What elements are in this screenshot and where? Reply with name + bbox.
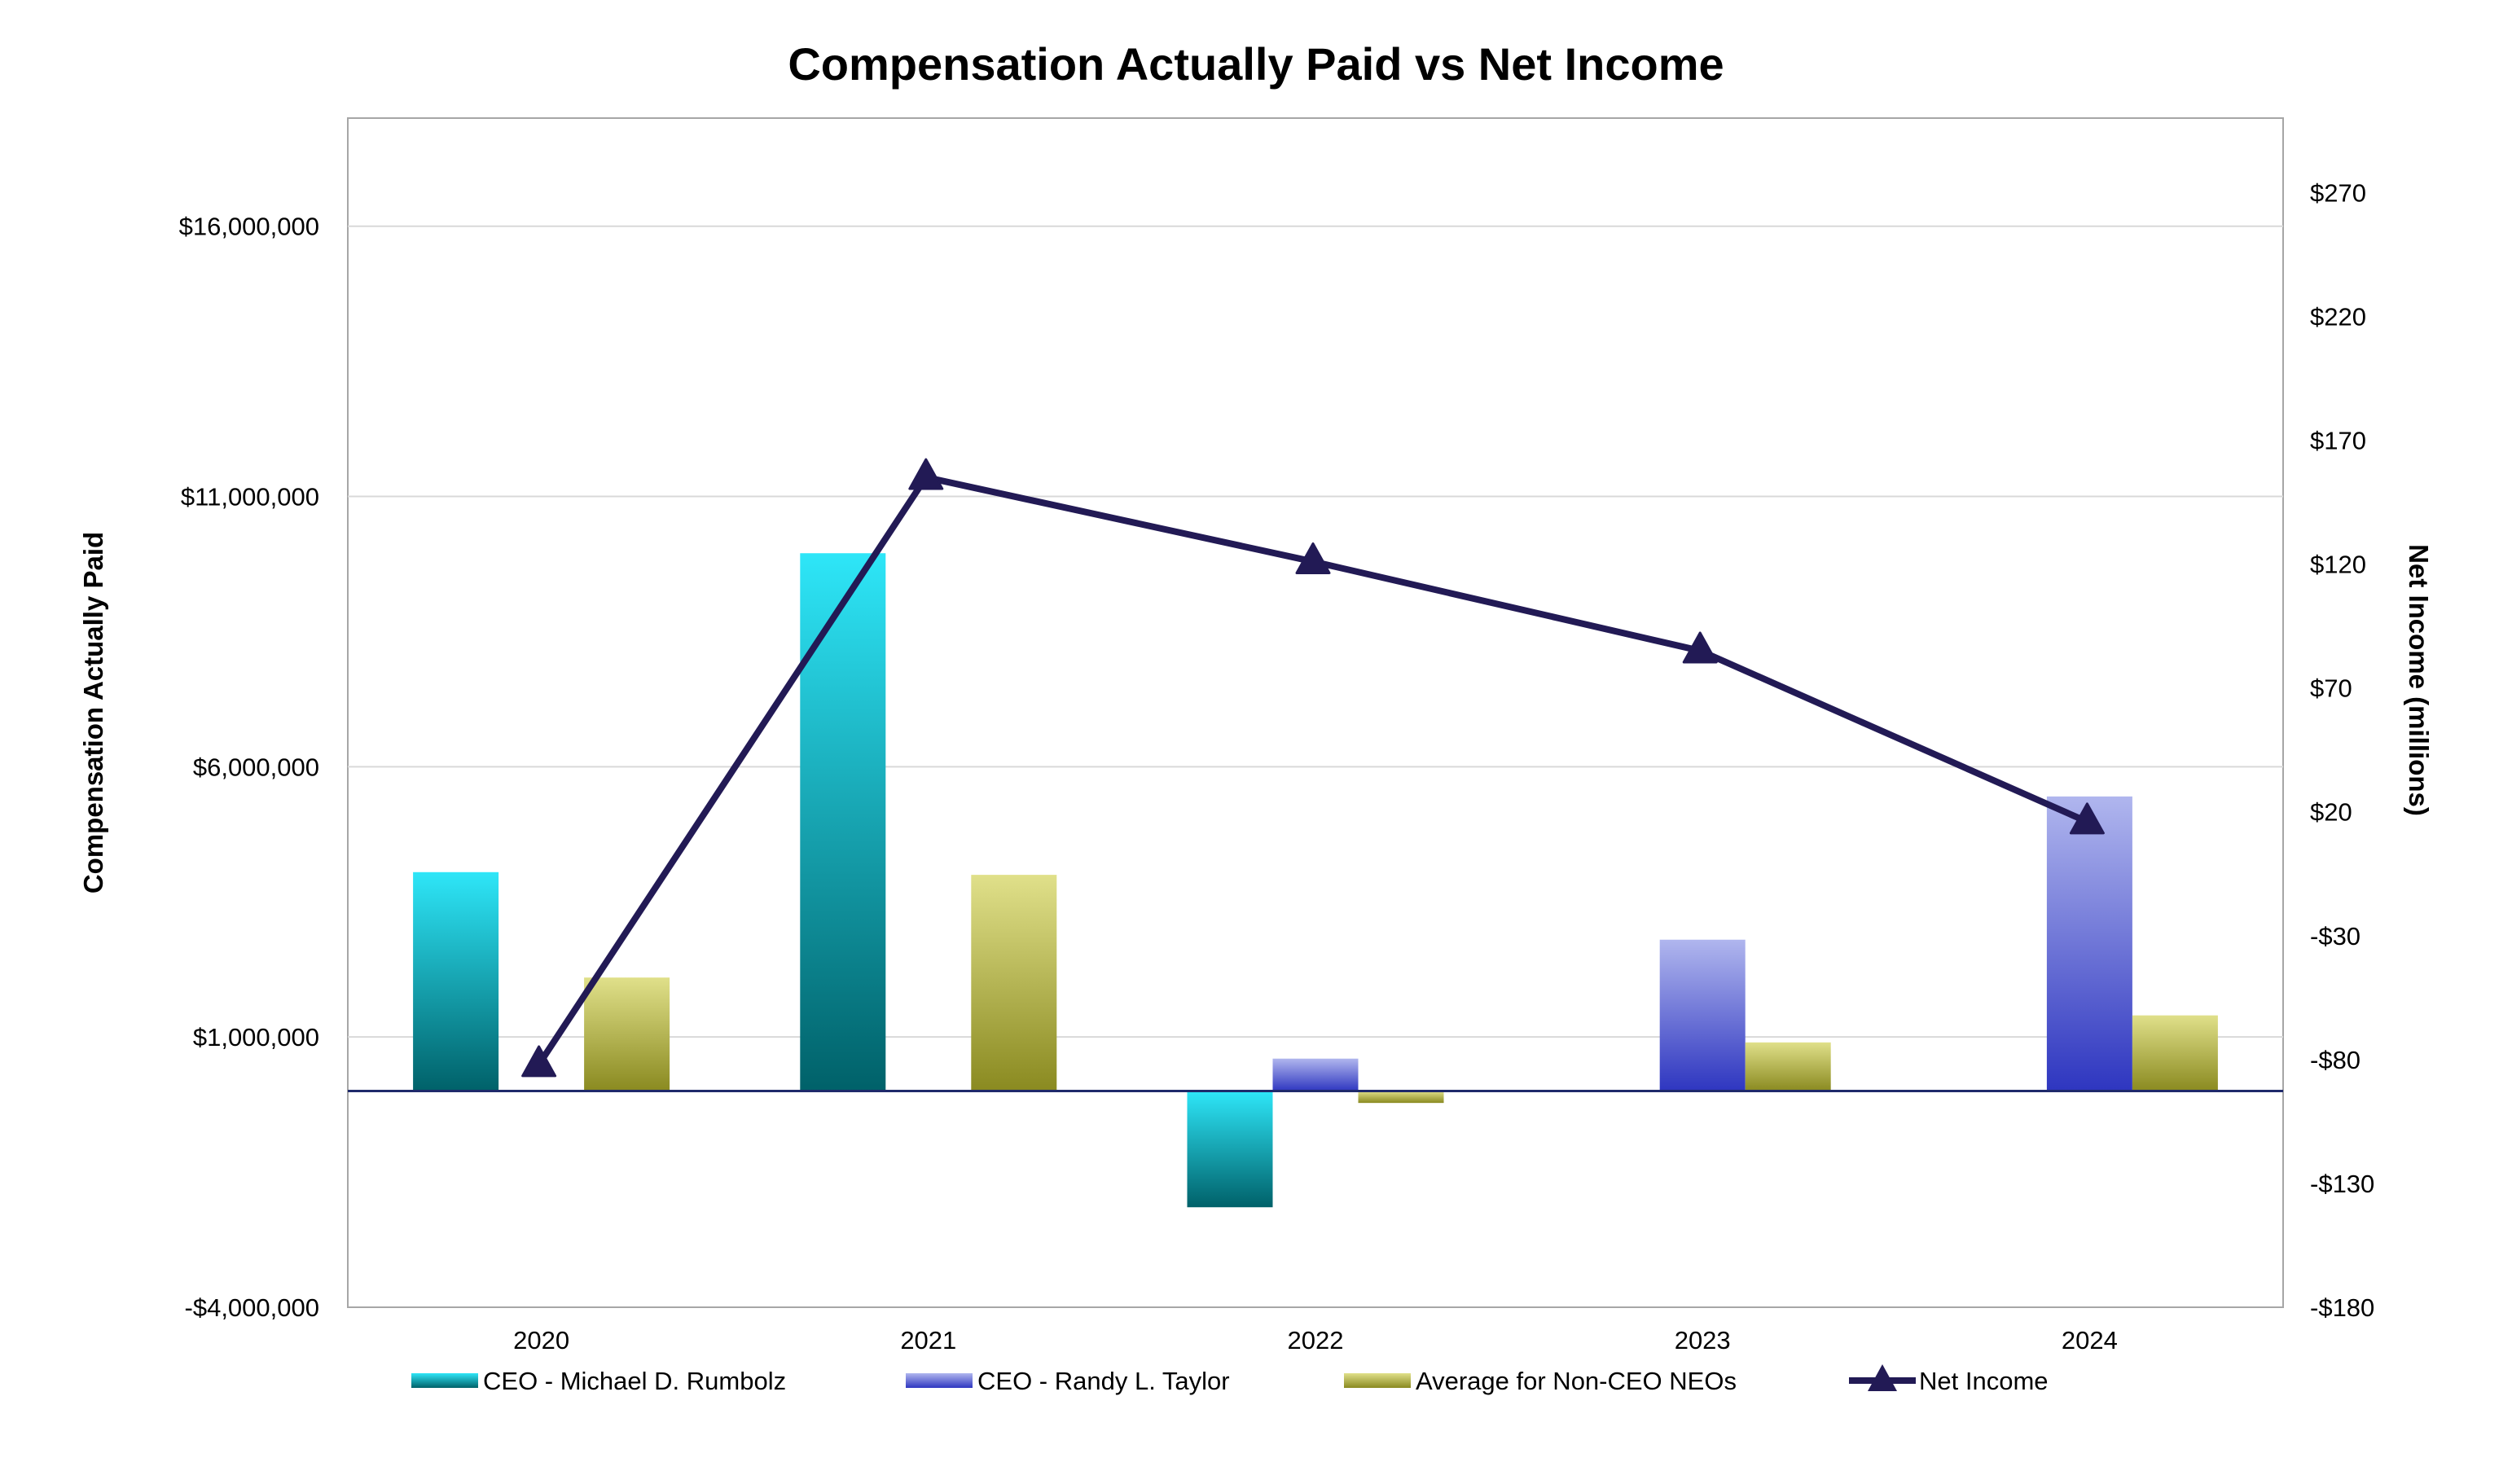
right-tick-label: $20 <box>2310 798 2352 827</box>
legend-label: Average for Non-CEO NEOs <box>1416 1367 1737 1395</box>
category-label: 2022 <box>1288 1326 1344 1354</box>
right-tick-label: -$30 <box>2310 922 2360 951</box>
category-label: 2023 <box>1675 1326 1731 1354</box>
bar <box>2046 796 2132 1091</box>
bars <box>413 553 2218 1208</box>
right-axis-ticks: -$180 -$130 -$80 -$30 $20 $70 $120 $170 $220 $270 <box>2310 178 2374 1322</box>
right-tick-label: $170 <box>2310 426 2366 454</box>
right-tick-label: -$130 <box>2310 1170 2374 1198</box>
legend-label: Net Income <box>1919 1367 2049 1395</box>
bar <box>1272 1058 1359 1091</box>
right-tick-label: $270 <box>2310 178 2366 207</box>
right-tick-label: -$180 <box>2310 1293 2374 1322</box>
category-label: 2024 <box>2062 1326 2118 1354</box>
left-axis-ticks: -$4,000,000 $1,000,000 $6,000,000 $11,000,0… <box>179 213 319 1322</box>
legend-label: CEO - Michael D. Rumbolz <box>483 1367 786 1395</box>
right-tick-label: $120 <box>2310 551 2366 579</box>
left-tick-label: $11,000,000 <box>181 483 319 511</box>
chart-title: Compensation Actually Paid vs Net Income <box>788 38 1724 90</box>
right-axis-title: Net Income (millions) <box>2404 544 2434 816</box>
right-tick-label: $70 <box>2310 674 2352 703</box>
bar <box>1358 1091 1444 1104</box>
plot-area <box>347 117 2284 1308</box>
left-tick-label: $1,000,000 <box>193 1023 319 1052</box>
bar <box>800 553 886 1091</box>
legend-swatch <box>906 1373 973 1388</box>
legend-marker <box>1868 1364 1897 1391</box>
bar <box>1187 1091 1273 1208</box>
legend-swatch <box>1344 1373 1411 1388</box>
net-income-point <box>1682 631 1718 664</box>
bar <box>971 875 1057 1091</box>
right-tick-label: $220 <box>2310 302 2366 331</box>
bar <box>584 977 670 1091</box>
category-label: 2021 <box>900 1326 956 1354</box>
net-income-point <box>1295 542 1331 574</box>
left-axis-title: Compensation Actually Paid <box>78 532 108 893</box>
bar <box>1659 939 1746 1091</box>
category-labels: 2020 2021 2022 2023 2024 <box>513 1326 2118 1354</box>
legend: CEO - Michael D. Rumbolz CEO - Randy L. T… <box>411 1364 2049 1395</box>
legend-label: CEO - Randy L. Taylor <box>977 1367 1230 1395</box>
bar <box>2132 1015 2218 1091</box>
category-label: 2020 <box>513 1326 569 1354</box>
net-income-point <box>908 458 944 490</box>
left-tick-label: $6,000,000 <box>193 753 319 781</box>
net-income-point <box>521 1045 557 1078</box>
bar <box>413 872 499 1091</box>
bar <box>1745 1042 1831 1091</box>
legend-swatch <box>411 1373 478 1388</box>
left-tick-label: $16,000,000 <box>179 213 319 241</box>
left-tick-label: -$4,000,000 <box>185 1293 319 1322</box>
net-income-point <box>2069 802 2105 835</box>
right-tick-label: -$80 <box>2310 1046 2360 1074</box>
net-income-line <box>521 458 2105 1078</box>
